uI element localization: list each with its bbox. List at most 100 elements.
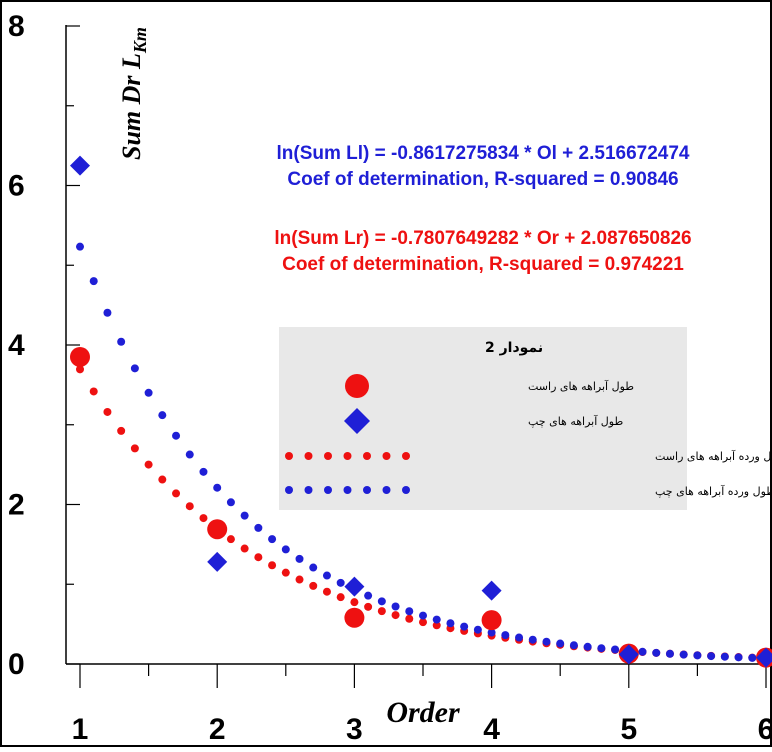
fit-dot-left bbox=[89, 277, 98, 286]
legend-swatch-dot bbox=[402, 486, 410, 494]
y-tick-label: 8 bbox=[8, 10, 25, 43]
legend-swatch-dot bbox=[285, 486, 293, 494]
fit-dot-left bbox=[734, 653, 743, 662]
fit-dot-right bbox=[254, 553, 263, 562]
equation-right-line1: ln(Sum Lr) = -0.7807649282 * Or + 2.0876… bbox=[274, 228, 691, 249]
fit-dot-left bbox=[364, 591, 373, 600]
fit-dot-right bbox=[185, 502, 194, 511]
legend-swatch-dot bbox=[382, 486, 391, 494]
fit-dot-right bbox=[172, 489, 181, 498]
fit-dot-left bbox=[569, 641, 578, 650]
x-tick-label: 1 bbox=[72, 713, 89, 746]
fit-dot-left bbox=[185, 450, 194, 459]
fit-dot-left bbox=[76, 242, 84, 251]
fit-dot-right bbox=[322, 587, 331, 596]
data-point-right bbox=[207, 519, 228, 540]
fit-dot-left bbox=[487, 628, 496, 637]
fit-dot-left bbox=[611, 645, 620, 654]
data-point-left bbox=[481, 580, 502, 601]
legend-label-left-fit: خط برازش طول ورده آبراهه های چپ bbox=[655, 484, 772, 498]
fit-dot-left bbox=[501, 631, 510, 640]
fit-dot-right bbox=[391, 611, 400, 620]
fit-dot-left bbox=[268, 535, 277, 544]
fit-dot-right bbox=[144, 460, 153, 469]
legend-swatch-dot bbox=[343, 452, 352, 460]
fit-dot-left bbox=[679, 650, 688, 659]
data-point-right bbox=[481, 610, 502, 631]
legend-swatch-dot bbox=[363, 452, 371, 460]
legend-label-left-points: طول آبراهه های چپ bbox=[528, 414, 623, 428]
fit-dot-left bbox=[213, 483, 222, 492]
legend-swatch-left-points bbox=[344, 408, 370, 434]
legend: نمودار 2 طول آبراهه های راست طول آبراهه … bbox=[279, 327, 772, 510]
fit-dot-left bbox=[528, 635, 537, 644]
data-point-right bbox=[70, 346, 90, 367]
fit-dot-right bbox=[281, 568, 290, 577]
legend-swatch-dot bbox=[304, 452, 313, 460]
fit-dot-left bbox=[707, 652, 716, 661]
fit-dot-left bbox=[281, 545, 290, 554]
x-tick-label: 5 bbox=[620, 713, 637, 746]
fit-dot-right bbox=[295, 575, 304, 584]
y-tick-label: 2 bbox=[8, 489, 25, 522]
legend-swatch-dot bbox=[304, 486, 313, 494]
y-axis-label: Sum Dr LKm bbox=[117, 27, 150, 160]
fit-dot-left bbox=[391, 602, 400, 611]
fit-dot-right bbox=[405, 614, 414, 623]
legend-title: نمودار 2 bbox=[485, 340, 543, 356]
fit-dot-right bbox=[89, 387, 98, 396]
legend-label-right-points: طول آبراهه های راست bbox=[528, 379, 634, 393]
legend-swatch-dot bbox=[402, 452, 410, 460]
x-tick-label: 2 bbox=[209, 713, 226, 746]
fit-dot-left bbox=[432, 615, 441, 624]
fit-dot-right bbox=[226, 535, 235, 544]
fit-dot-left bbox=[309, 563, 318, 572]
x-tick-label: 4 bbox=[483, 713, 500, 746]
data-point-right bbox=[344, 607, 365, 628]
legend-swatch-dot bbox=[382, 452, 391, 460]
fit-dot-left bbox=[226, 498, 235, 507]
fit-curves bbox=[76, 242, 770, 663]
y-tick-label: 0 bbox=[8, 648, 25, 681]
fit-dot-left bbox=[172, 431, 181, 440]
fit-dot-right bbox=[419, 618, 427, 627]
data-point-left bbox=[207, 551, 228, 572]
legend-swatch-dot bbox=[343, 486, 352, 494]
data-point-left bbox=[344, 576, 365, 597]
fit-dot-left bbox=[103, 308, 112, 317]
fit-dot-right bbox=[240, 544, 249, 553]
fit-dot-right bbox=[336, 593, 345, 602]
legend-swatch-dot bbox=[363, 486, 371, 494]
equation-left-line2: Coef of determination, R-squared = 0.908… bbox=[287, 169, 678, 190]
x-tick-label: 6 bbox=[758, 713, 772, 746]
fit-dot-left bbox=[240, 511, 249, 520]
fit-dot-right bbox=[76, 365, 84, 374]
legend-swatch-right-fit bbox=[285, 452, 410, 460]
fit-dot-left bbox=[542, 637, 551, 646]
fit-dot-left bbox=[473, 625, 482, 634]
x-axis-label: Order bbox=[386, 696, 460, 729]
fit-dot-right bbox=[377, 607, 386, 616]
fit-dot-left bbox=[405, 607, 414, 616]
fit-dot-left bbox=[144, 388, 153, 397]
fit-dot-left bbox=[597, 644, 606, 653]
svg-text:Sum Dr LKm: Sum Dr LKm bbox=[117, 27, 150, 160]
fit-dot-left bbox=[665, 649, 674, 658]
data-points bbox=[70, 155, 772, 668]
fit-dot-right bbox=[268, 561, 277, 570]
fit-dot-right bbox=[199, 514, 208, 523]
fit-dot-left bbox=[638, 647, 647, 656]
data-point-left bbox=[756, 647, 772, 668]
fit-dot-left bbox=[322, 571, 331, 580]
fit-dot-right bbox=[432, 621, 441, 630]
fit-dot-right bbox=[130, 444, 139, 453]
fit-dot-right bbox=[117, 426, 126, 435]
fit-dot-left bbox=[336, 578, 345, 587]
y-tick-label: 6 bbox=[8, 170, 25, 203]
data-point-left bbox=[618, 644, 639, 665]
x-ticks: 1 2 3 4 5 6 bbox=[72, 664, 772, 746]
y-ticks: 0 2 4 6 8 bbox=[8, 10, 80, 681]
fit-dot-left bbox=[158, 411, 167, 420]
